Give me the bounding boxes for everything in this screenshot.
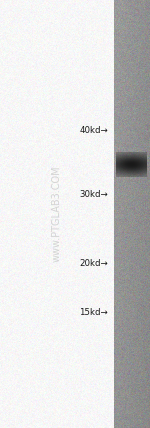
Text: www.PTGLAB3.COM: www.PTGLAB3.COM — [52, 166, 62, 262]
Text: 30kd→: 30kd→ — [79, 190, 108, 199]
Text: 20kd→: 20kd→ — [79, 259, 108, 268]
Text: 40kd→: 40kd→ — [79, 126, 108, 135]
Text: 15kd→: 15kd→ — [79, 308, 108, 317]
